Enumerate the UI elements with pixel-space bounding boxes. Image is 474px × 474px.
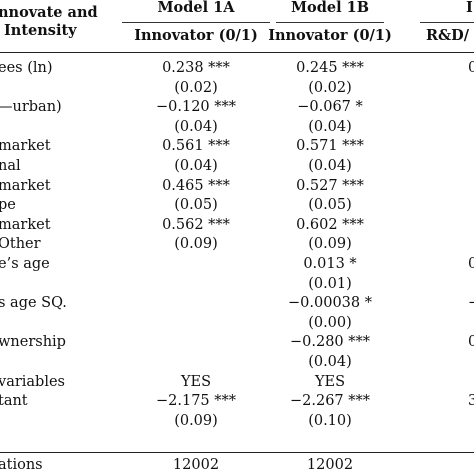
row-label: nal [0, 158, 21, 174]
row-model-1a-value: (0.04) [174, 158, 218, 174]
model-1a-header: Model 1A [157, 0, 235, 16]
row-label: wnership [0, 334, 66, 351]
row-model-1b-value: 0.602 *** [296, 216, 364, 233]
row-label: tant [0, 393, 28, 410]
row-model-1b-value: (0.09) [308, 236, 352, 253]
row-label: s age SQ. [0, 295, 67, 312]
header-left-line2: Intensity [4, 22, 77, 39]
row-model-1b-value: YES [314, 373, 346, 390]
row-model-1a-value: 0.561 *** [162, 138, 230, 155]
row-col4-value: − [468, 294, 474, 312]
row-model-1b-value: (0.05) [308, 197, 352, 214]
row-col4-value: 3 [468, 393, 474, 410]
row-model-1b-value: (0.02) [308, 79, 352, 96]
row-col4-value: 0 [468, 334, 474, 351]
row-model-1b-value: 0.245 *** [296, 60, 364, 76]
observations-rule [0, 452, 474, 453]
model-col4-underline [420, 22, 474, 23]
row-model-1a-value: −0.120 *** [155, 99, 237, 116]
row-label: ees (ln) [0, 60, 53, 76]
row-label: market [0, 177, 51, 194]
model-1a-underline [122, 22, 270, 23]
row-model-1b-value: (0.01) [308, 275, 352, 292]
row-model-1b-value: (0.04) [308, 354, 352, 370]
row-label: —urban) [0, 99, 62, 116]
col4-dep-header: R&D/ [426, 27, 470, 44]
row-model-1b-value: 12002 [306, 457, 354, 473]
model-1a-dep-header: Innovator (0/1) [134, 27, 258, 44]
row-model-1a-value: (0.05) [174, 197, 218, 214]
row-label: Other [0, 236, 41, 253]
row-model-1a-value: 12002 [172, 457, 220, 473]
row-model-1b-value: (0.04) [308, 158, 352, 174]
row-model-1a-value: (0.02) [174, 79, 218, 96]
header-left-line1: nnovate and [0, 4, 98, 21]
model-1b-header: Model 1B [291, 0, 369, 16]
row-label: variables [0, 373, 65, 390]
row-model-1a-value: 0.238 *** [162, 60, 230, 76]
row-model-1b-value: −0.00038 * [288, 295, 372, 312]
row-label: ations [0, 457, 43, 473]
row-label: pe [0, 197, 16, 214]
row-model-1a-value: (0.04) [174, 118, 218, 135]
row-model-1a-value: (0.09) [174, 236, 218, 253]
row-col4-value: 0 [468, 256, 474, 272]
row-col4-value: 0 [468, 60, 474, 76]
row-model-1b-value: 0.013 * [303, 256, 357, 272]
model-1b-dep-header: Innovator (0/1) [268, 27, 392, 44]
row-model-1a-value: −2.175 *** [155, 393, 237, 410]
row-model-1b-value: −2.267 *** [289, 393, 371, 410]
model-col4-header-glyph: I [466, 0, 473, 16]
row-model-1a-value: 0.465 *** [162, 177, 230, 194]
model-1b-underline [276, 22, 384, 23]
row-model-1a-value: (0.09) [174, 412, 218, 429]
row-model-1b-value: (0.10) [308, 412, 352, 429]
row-model-1b-value: (0.04) [308, 118, 352, 135]
row-model-1a-value: YES [180, 373, 212, 390]
row-label: e’s age [0, 256, 50, 272]
header-rule [0, 52, 474, 53]
row-model-1a-value: 0.562 *** [162, 216, 230, 233]
row-model-1b-value: (0.00) [308, 314, 352, 331]
row-model-1b-value: 0.571 *** [296, 138, 364, 155]
row-label: market [0, 138, 51, 155]
row-model-1b-value: 0.527 *** [296, 177, 364, 194]
row-label: market [0, 216, 51, 233]
row-model-1b-value: −0.280 *** [289, 334, 371, 351]
row-model-1b-value: −0.067 * [297, 99, 363, 116]
